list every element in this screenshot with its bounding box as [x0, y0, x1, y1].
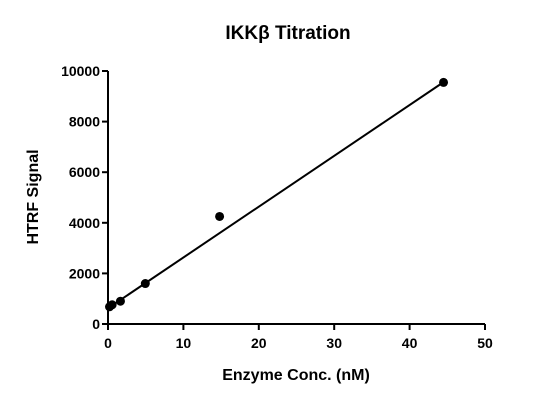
y-axis: 0 2000 4000 6000 8000 10000 [61, 63, 109, 332]
x-tick-label: 10 [176, 335, 192, 351]
x-axis: 0 10 20 30 40 50 [104, 323, 493, 351]
data-point [439, 77, 449, 87]
fit-line [107, 81, 445, 310]
y-tick-label: 0 [92, 316, 100, 332]
data-point [107, 300, 117, 310]
x-tick-label: 40 [402, 335, 418, 351]
x-tick-label: 20 [251, 335, 267, 351]
chart-title: IKKβ Titration [225, 23, 350, 44]
y-tick-label: 10000 [61, 63, 100, 79]
data-point [115, 296, 125, 306]
data-points-layer [105, 77, 449, 312]
y-tick-label: 8000 [69, 114, 100, 130]
data-point [215, 211, 225, 221]
x-axis-label: Enzyme Conc. (nM) [222, 367, 370, 384]
y-tick-label: 6000 [69, 164, 100, 180]
y-axis-label: HTRF Signal [25, 149, 42, 244]
data-point [140, 279, 150, 289]
x-tick-label: 0 [104, 335, 112, 351]
y-tick-label: 4000 [69, 215, 100, 231]
fit-line-layer [107, 81, 445, 310]
x-tick-label: 30 [326, 335, 342, 351]
y-tick-label: 2000 [69, 265, 100, 281]
x-tick-label: 50 [477, 335, 493, 351]
